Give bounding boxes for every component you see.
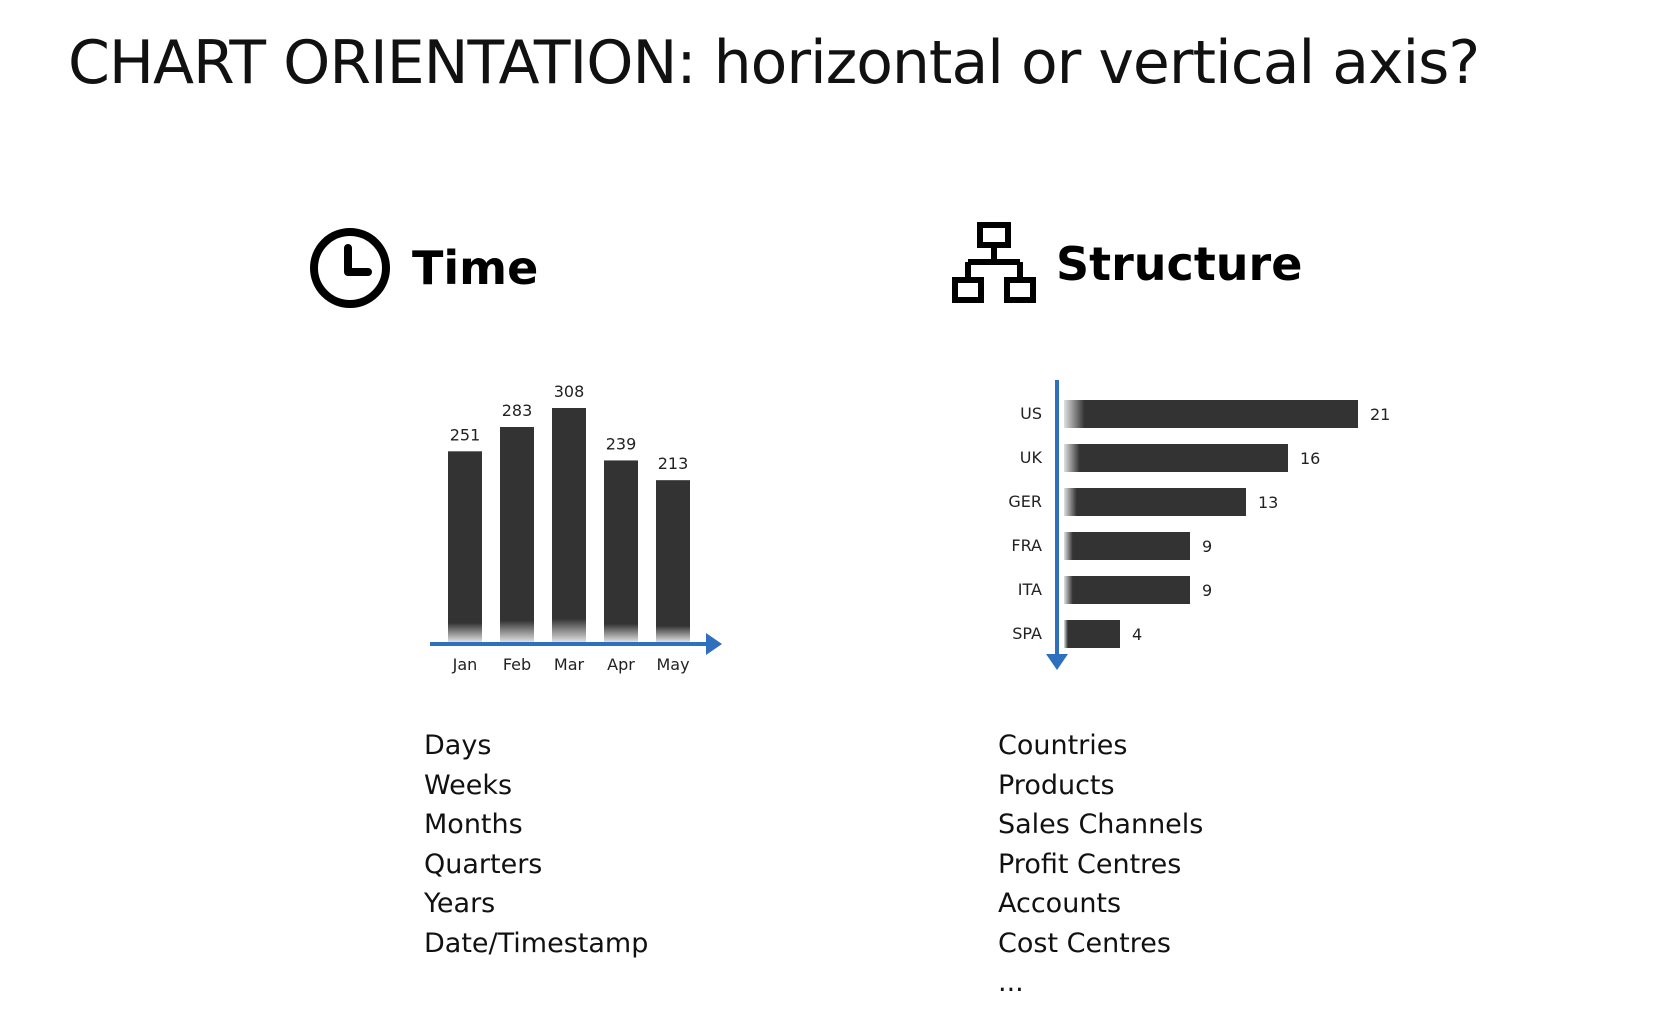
time-heading: Time bbox=[308, 226, 538, 310]
y-tick-label: GER bbox=[1008, 492, 1042, 511]
structure-list-item: ... bbox=[998, 967, 1024, 998]
data-label: 308 bbox=[554, 382, 585, 401]
structure-list-item: Cost Centres bbox=[998, 927, 1171, 959]
x-axis-arrow bbox=[706, 633, 722, 655]
monthly-bar-chart: 251 Jan 283 Feb 308 Mar 239 Apr 213 May bbox=[430, 382, 722, 674]
x-tick-label: May bbox=[656, 655, 689, 674]
country-bar-chart: 21 US 16 UK 13 GER 9 FRA 9 ITA 4 SPA bbox=[1008, 380, 1390, 670]
y-tick-label: FRA bbox=[1011, 536, 1042, 555]
bar bbox=[1064, 576, 1190, 604]
data-label: 251 bbox=[450, 425, 481, 444]
data-label: 9 bbox=[1202, 581, 1212, 600]
bar bbox=[1064, 444, 1288, 472]
time-list-item: Days bbox=[424, 730, 492, 761]
time-list-item: Weeks bbox=[424, 769, 513, 801]
data-label: 9 bbox=[1202, 537, 1212, 556]
structure-list-item: Sales Channels bbox=[998, 809, 1204, 840]
time-list-item: Quarters bbox=[424, 848, 543, 880]
time-list-item: Years bbox=[424, 888, 496, 919]
data-label: 239 bbox=[606, 434, 637, 453]
structure-list-item: Profit Centres bbox=[998, 848, 1182, 880]
y-tick-label: US bbox=[1020, 404, 1042, 423]
x-tick-label: Feb bbox=[503, 655, 531, 674]
bar bbox=[1064, 532, 1190, 560]
hierarchy-icon bbox=[952, 222, 1036, 303]
y-tick-label: UK bbox=[1020, 448, 1043, 467]
time-list-item: Date/Timestamp bbox=[424, 927, 649, 959]
slide-title: CHART ORIENTATION: horizontal or vertica… bbox=[68, 28, 1480, 98]
structure-heading-label: Structure bbox=[1056, 237, 1303, 291]
x-tick-label: Apr bbox=[607, 655, 635, 674]
y-axis-arrow bbox=[1046, 654, 1068, 670]
data-label: 213 bbox=[658, 454, 689, 473]
bar bbox=[1064, 620, 1120, 648]
y-tick-label: ITA bbox=[1018, 580, 1042, 599]
structure-dimension-list: Countries Products Sales Channels Profit Ce… bbox=[998, 726, 1203, 1003]
data-label: 4 bbox=[1132, 625, 1142, 644]
bar bbox=[500, 426, 534, 642]
time-dimension-list: Days Weeks Months Quarters Years Date/Timesta… bbox=[424, 726, 648, 963]
bar bbox=[1064, 400, 1358, 428]
structure-list-item: Products bbox=[998, 769, 1115, 801]
x-tick-label: Jan bbox=[452, 655, 478, 674]
data-label: 16 bbox=[1300, 449, 1320, 468]
bar bbox=[552, 408, 586, 642]
data-label: 13 bbox=[1258, 493, 1278, 512]
time-heading-label: Time bbox=[412, 241, 539, 295]
clock-icon bbox=[310, 228, 390, 308]
bar bbox=[1064, 488, 1246, 516]
y-tick-label: SPA bbox=[1012, 624, 1042, 643]
structure-list-item: Countries bbox=[998, 730, 1128, 761]
x-tick-label: Mar bbox=[554, 655, 585, 674]
structure-list-item: Accounts bbox=[998, 888, 1122, 919]
time-list-item: Months bbox=[424, 809, 523, 840]
data-label: 283 bbox=[502, 401, 533, 420]
bar bbox=[656, 480, 690, 642]
structure-heading: Structure bbox=[952, 222, 1302, 306]
bar bbox=[604, 460, 638, 642]
data-label: 21 bbox=[1370, 405, 1390, 424]
bar bbox=[448, 451, 482, 642]
